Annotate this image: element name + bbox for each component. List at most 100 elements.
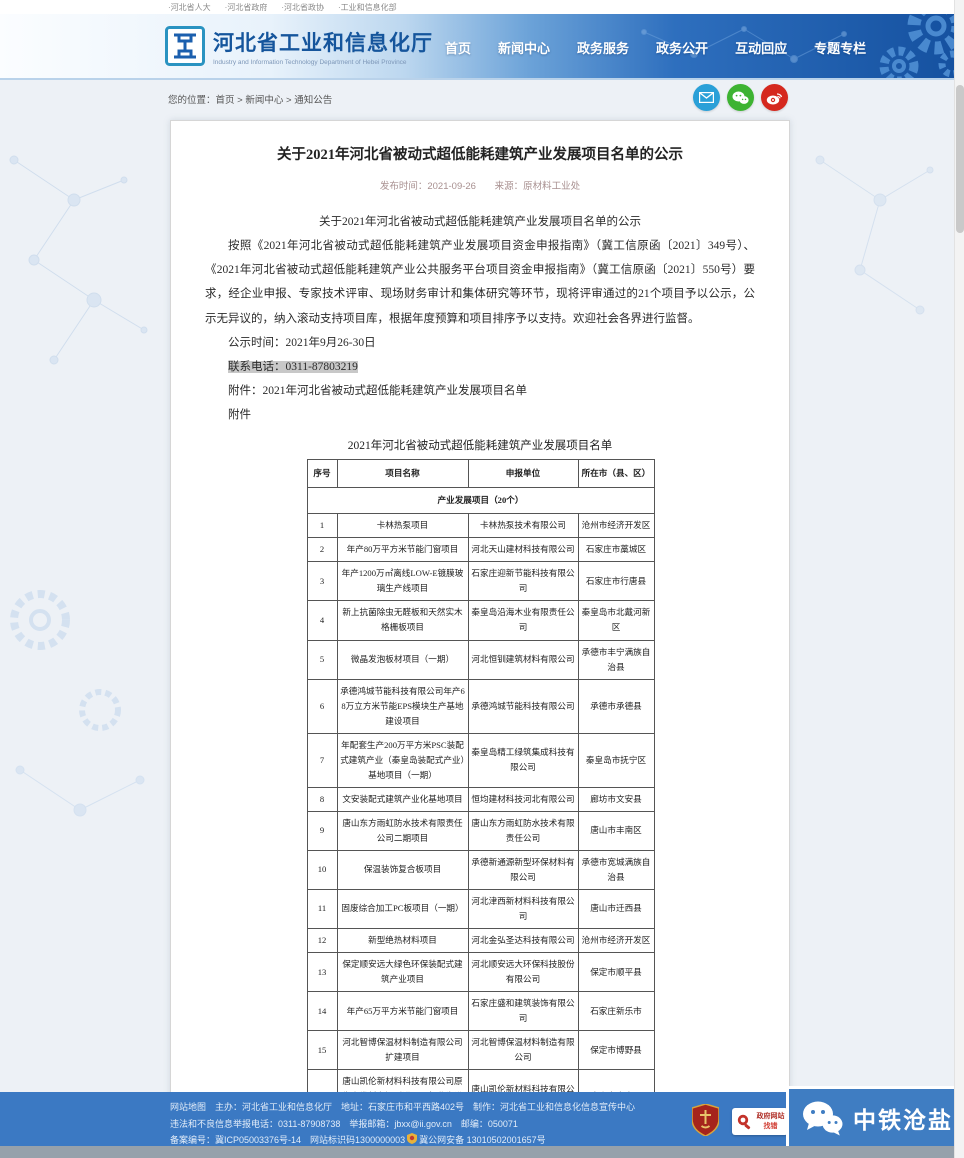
location-cell: 唐山市迁西县 bbox=[577, 888, 655, 929]
breadcrumb: 您的位置：首页 > 新闻中心 > 通知公告 bbox=[168, 92, 332, 106]
scrollbar-thumb[interactable] bbox=[956, 85, 964, 233]
applicant-cell: 承德鸿城节能科技有限公司 bbox=[467, 678, 579, 734]
row-index-cell: 1 bbox=[306, 513, 338, 539]
footer-line3: 备案编号：冀ICP05003376号-14 网站标识码1300000003 冀公网… bbox=[170, 1132, 635, 1149]
project-name-cell: 新型绝热材料项目 bbox=[336, 927, 469, 954]
article-meta: 发布时间：2021-09-26 来源：原材料工业处 bbox=[205, 178, 755, 192]
gov-site-error-report-badge[interactable]: 政府网站 找错 bbox=[732, 1108, 788, 1135]
location-cell: 秦皇岛市抚宁区 bbox=[577, 732, 655, 788]
applicant-cell: 河北天山建材科技有限公司 bbox=[467, 537, 579, 563]
site-header: 河北省工业和信息化厅 Industry and Information Tech… bbox=[0, 14, 964, 80]
nav-disclosure[interactable]: 政务公开 bbox=[656, 40, 709, 56]
project-name-cell: 文安装配式建筑产业化基地项目 bbox=[336, 786, 469, 812]
location-cell: 石家庄新乐市 bbox=[577, 991, 655, 1032]
table-row: 7 年配套生产200万平方米PSC装配式建筑产业（秦皇岛装配式产业）基地项目（一期… bbox=[306, 732, 655, 788]
project-name-cell: 保温装饰复合板项目 bbox=[336, 849, 469, 890]
article-subtitle: 关于2021年河北省被动式超低能耗建筑产业发展项目名单的公示 bbox=[319, 216, 641, 228]
col-index: 序号 bbox=[306, 459, 338, 489]
row-index-cell: 3 bbox=[306, 561, 338, 602]
attachment-label: 附件 bbox=[228, 409, 251, 422]
table-row: 13 保定顺安远大绿色环保装配式建筑产业项目 河北顺安远大环保科技股份有限公司 保定市… bbox=[306, 952, 655, 993]
wechat-logo-icon bbox=[803, 1101, 843, 1135]
publish-time: 发布时间：2021-09-26 bbox=[379, 181, 476, 192]
row-index-cell: 7 bbox=[306, 732, 338, 788]
applicant-cell: 石家庄迎新节能科技有限公司 bbox=[467, 561, 579, 602]
top-link-renda[interactable]: ·河北省人大 bbox=[168, 2, 211, 12]
share-wechat-button[interactable] bbox=[727, 84, 754, 111]
applicant-cell: 恒均建材科技河北有限公司 bbox=[467, 786, 579, 812]
wechat-watermark-overlay: 中铁沧盐 bbox=[786, 1086, 954, 1146]
table-section-label: 产业发展项目（20个） bbox=[306, 487, 655, 515]
table-row: 15 河北智博保温材料制造有限公司扩建项目 河北智博保温材料制造有限公司 保定市博野县 bbox=[306, 1030, 655, 1071]
site-name: 河北省工业和信息化厅 bbox=[213, 31, 433, 55]
table-row: 8 文安装配式建筑产业化基地项目 恒均建材科技河北有限公司 廊坊市文安县 bbox=[306, 786, 655, 812]
decorative-pattern bbox=[9, 155, 148, 365]
nav-news[interactable]: 新闻中心 bbox=[498, 40, 551, 56]
row-index-cell: 13 bbox=[306, 952, 338, 993]
top-links-bar: ·河北省人大 ·河北省政府 ·河北省政协 ·工业和信息化部 bbox=[0, 0, 964, 14]
site-logo[interactable]: 河北省工业和信息化厅 Industry and Information Tech… bbox=[165, 26, 433, 66]
breadcrumb-row: 您的位置：首页 > 新闻中心 > 通知公告 bbox=[0, 80, 964, 120]
nav-services[interactable]: 政务服务 bbox=[577, 40, 630, 56]
table-body: 产业发展项目（20个） 1 卡林热泵项目 卡林热泵技术有限公司 沧州市经济开发区 2 年产8… bbox=[306, 487, 655, 1158]
table-row: 12 新型绝热材料项目 河北金弘圣达科技有限公司 沧州市经济开发区 bbox=[306, 927, 655, 954]
article-paragraph: 按照《2021年河北省被动式超低能耗建筑产业发展项目资金申报指南》（冀工信原函〔… bbox=[205, 240, 755, 325]
red-shield-badge-icon[interactable] bbox=[692, 1104, 719, 1136]
applicant-cell: 河北津西新材料科技有限公司 bbox=[467, 888, 579, 929]
footer-icp: 备案编号：冀ICP05003376号-14 网站标识码1300000003 bbox=[170, 1135, 406, 1146]
top-link-miit[interactable]: ·工业和信息化部 bbox=[338, 2, 397, 12]
table-row: 4 新上抗菌除虫无醛板和天然实木格栅板项目 秦皇岛沿海木业有限责任公司 秦皇岛市北戴河… bbox=[306, 600, 655, 641]
table-section-row: 产业发展项目（20个） bbox=[306, 487, 655, 515]
share-buttons bbox=[693, 84, 788, 111]
row-index-cell: 9 bbox=[306, 810, 338, 851]
table-wrap: 序号 项目名称 申报单位 所在市（县、区） 产业发展项目（20个） 1 卡林热泵项目… bbox=[306, 459, 655, 1158]
row-index-cell: 10 bbox=[306, 849, 338, 890]
breadcrumb-news[interactable]: 新闻中心 bbox=[245, 95, 284, 106]
wechat-account-name: 中铁沧盐 bbox=[853, 1106, 953, 1133]
location-cell: 石家庄市藁城区 bbox=[577, 537, 655, 563]
sitemap-link[interactable]: 网站地图 bbox=[170, 1102, 207, 1112]
top-link-zhengfu[interactable]: ·河北省政府 bbox=[224, 2, 268, 12]
page-scrollbar[interactable] bbox=[954, 0, 964, 1158]
project-name-cell: 微晶发泡板材项目（一期） bbox=[336, 639, 469, 680]
nav-interaction[interactable]: 互动回应 bbox=[735, 40, 788, 56]
row-index-cell: 15 bbox=[306, 1030, 338, 1071]
footer-line1-rest: 主办：河北省工业和信息化厅 地址：石家庄市和平西路402号 制作：河北省工业和信… bbox=[215, 1102, 636, 1112]
table-row: 10 保温装饰复合板项目 承德新通源新型环保材料有限公司 承德市宽城满族自治县 bbox=[306, 849, 655, 890]
top-link-zhengxie[interactable]: ·河北省政协 bbox=[281, 2, 325, 12]
projects-table: 序号 项目名称 申报单位 所在市（县、区） 产业发展项目（20个） 1 卡林热泵项目… bbox=[306, 459, 655, 1158]
table-header-row: 序号 项目名称 申报单位 所在市（县、区） bbox=[306, 459, 655, 489]
location-cell: 承德市承德县 bbox=[577, 678, 655, 734]
table-row: 11 固废综合加工PC板项目（一期） 河北津西新材料科技有限公司 唐山市迁西县 bbox=[306, 888, 655, 929]
table-row: 6 承德鸿城节能科技有限公司年产68万立方米节能EPS模块生产基地建设项目 承德鸿城… bbox=[306, 678, 655, 734]
project-name-cell: 卡林热泵项目 bbox=[336, 513, 469, 539]
col-project-name: 项目名称 bbox=[336, 459, 469, 489]
contact-highlight: 联系电话：0311-87803219 bbox=[228, 360, 358, 373]
breadcrumb-notices[interactable]: 通知公告 bbox=[294, 95, 333, 106]
row-index-cell: 8 bbox=[306, 786, 338, 812]
location-cell: 保定市博野县 bbox=[577, 1030, 655, 1071]
location-cell: 沧州市经济开发区 bbox=[577, 927, 655, 954]
weibo-icon bbox=[766, 92, 783, 104]
footer-line2: 违法和不良信息举报电话：0311-87908738 举报邮箱：jbxx@ii.g… bbox=[170, 1118, 518, 1129]
project-name-cell: 保定顺安远大绿色环保装配式建筑产业项目 bbox=[336, 952, 469, 993]
applicant-cell: 秦皇岛精工绿筑集成科技有限公司 bbox=[467, 732, 579, 788]
applicant-cell: 承德新通源新型环保材料有限公司 bbox=[467, 849, 579, 890]
location-cell: 保定市顺平县 bbox=[577, 952, 655, 993]
applicant-cell: 唐山东方雨虹防水技术有限责任公司 bbox=[467, 810, 579, 851]
location-cell: 沧州市经济开发区 bbox=[577, 513, 655, 539]
location-cell: 唐山市丰南区 bbox=[577, 810, 655, 851]
project-name-cell: 唐山东方雨虹防水技术有限责任公司二期项目 bbox=[336, 810, 469, 851]
location-cell: 石家庄市行唐县 bbox=[577, 561, 655, 602]
breadcrumb-separator: > bbox=[283, 95, 295, 106]
project-name-cell: 年产80万平方米节能门窗项目 bbox=[336, 537, 469, 563]
share-email-button[interactable] bbox=[693, 84, 720, 111]
nav-special[interactable]: 专题专栏 bbox=[814, 40, 867, 56]
breadcrumb-home[interactable]: 首页 bbox=[215, 95, 235, 106]
location-cell: 廊坊市文安县 bbox=[577, 786, 655, 812]
row-index-cell: 5 bbox=[306, 639, 338, 680]
nav-home[interactable]: 首页 bbox=[445, 40, 472, 56]
show-time-line: 公示时间：2021年9月26-30日 bbox=[228, 336, 376, 349]
table-title: 2021年河北省被动式超低能耗建筑产业发展项目名单 bbox=[347, 440, 613, 453]
share-weibo-button[interactable] bbox=[761, 84, 788, 111]
